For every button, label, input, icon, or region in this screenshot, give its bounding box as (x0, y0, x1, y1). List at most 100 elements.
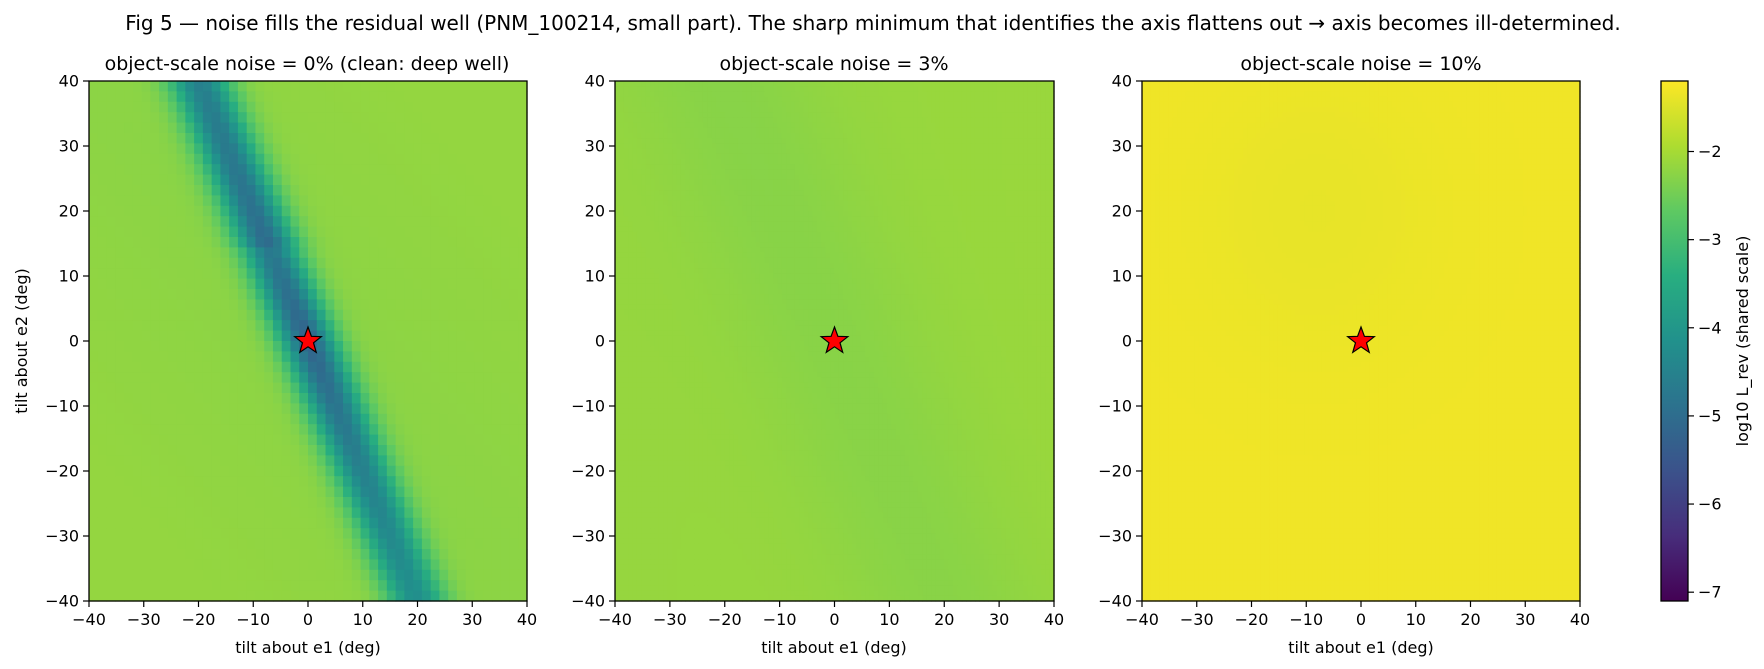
heatmap-cell (255, 559, 265, 571)
heatmap-cell (220, 185, 230, 196)
heatmap-cell (1010, 91, 1016, 98)
heatmap-cell (150, 403, 160, 415)
heatmap-cell (281, 413, 292, 425)
heatmap-cell (202, 153, 213, 165)
heatmap-cell (751, 143, 757, 150)
x-tick-label: 30 (462, 610, 482, 629)
heatmap-cell (733, 81, 739, 87)
heatmap-cell (869, 101, 875, 108)
heatmap-cell (729, 174, 735, 181)
heatmap-cell (167, 205, 178, 217)
heatmap-cell (926, 122, 932, 129)
heatmap-cell (913, 91, 919, 98)
heatmap-cell (448, 226, 458, 238)
heatmap-cell (97, 309, 108, 321)
heatmap-cell (1023, 122, 1029, 129)
heatmap-cell (874, 101, 879, 108)
heatmap-cell (619, 143, 625, 150)
heatmap-cell (439, 372, 449, 384)
heatmap-cell (636, 112, 642, 118)
heatmap-cell (343, 580, 353, 592)
heatmap-cell (220, 195, 230, 207)
heatmap-cell (255, 299, 265, 311)
heatmap-cell (211, 517, 221, 529)
heatmap-cell (281, 195, 292, 207)
heatmap-cell (176, 403, 186, 415)
heatmap-cell (369, 382, 379, 394)
heatmap-cell (194, 216, 204, 228)
heatmap-cell (996, 101, 1002, 108)
heatmap-cell (715, 96, 721, 103)
heatmap-cell (343, 133, 353, 144)
heatmap-cell (966, 96, 972, 103)
heatmap-cell (983, 159, 989, 165)
heatmap-cell (768, 86, 774, 92)
heatmap-cell (413, 153, 423, 165)
heatmap-cell (922, 86, 928, 92)
heatmap-cell (325, 486, 335, 498)
heatmap-cell (996, 91, 1002, 98)
heatmap-cell (702, 81, 708, 87)
heatmap-cell (360, 237, 370, 248)
heatmap-cell (132, 133, 143, 144)
heatmap-cell (115, 528, 125, 540)
heatmap-cell (202, 237, 213, 248)
heatmap-cell (957, 112, 963, 118)
heatmap-cell (456, 216, 467, 228)
heatmap-cell (124, 507, 134, 519)
heatmap-cell (176, 101, 186, 113)
heatmap-cell (698, 112, 704, 118)
heatmap-cell (290, 278, 300, 290)
heatmap-cell (474, 268, 484, 280)
heatmap-cell (821, 179, 827, 186)
heatmap-cell (983, 200, 989, 207)
heatmap-cell (115, 559, 125, 571)
heatmap-cell (729, 169, 735, 176)
heatmap-cell (264, 122, 274, 134)
heatmap-cell (852, 107, 858, 113)
heatmap-cell (439, 549, 449, 560)
heatmap-cell (931, 86, 937, 92)
heatmap-cell (369, 247, 379, 259)
heatmap-cell (132, 559, 143, 571)
heatmap-cell (663, 81, 669, 87)
heatmap-cell (360, 590, 370, 602)
heatmap-cell (159, 278, 169, 290)
heatmap-cell (939, 153, 945, 160)
heatmap-cell (202, 216, 213, 228)
heatmap-cell (812, 159, 818, 165)
heatmap-cell (124, 403, 134, 415)
heatmap-cell (944, 81, 950, 87)
heatmap-cell (509, 112, 519, 124)
heatmap-cell (650, 107, 656, 113)
heatmap-cell (1027, 107, 1033, 113)
heatmap-cell (1036, 185, 1042, 191)
heatmap-cell (290, 185, 300, 196)
heatmap-cell (246, 205, 257, 217)
heatmap-cell (935, 179, 941, 186)
heatmap-cell (878, 133, 884, 139)
heatmap-cell (509, 216, 519, 228)
heatmap-cell (500, 257, 511, 269)
heatmap-cell (909, 133, 915, 139)
heatmap-cell (474, 320, 484, 332)
heatmap-cell (786, 86, 792, 92)
heatmap-cell (957, 127, 963, 134)
heatmap-cell (825, 148, 831, 155)
heatmap-cell (378, 164, 388, 176)
heatmap-cell (220, 549, 230, 560)
heatmap-cell (1049, 185, 1055, 191)
heatmap-cell (781, 117, 787, 124)
heatmap-cell (891, 127, 897, 134)
heatmap-cell (909, 117, 915, 124)
heatmap-cell (351, 164, 362, 176)
heatmap-cell (465, 507, 476, 519)
heatmap-cell (448, 413, 458, 425)
heatmap-cell (852, 117, 858, 124)
heatmap-cell (272, 143, 283, 155)
heatmap-cell (220, 455, 230, 467)
heatmap-cell (483, 351, 493, 363)
heatmap-cell (1045, 127, 1051, 134)
heatmap-cell (386, 445, 397, 456)
heatmap-cell (299, 257, 309, 269)
